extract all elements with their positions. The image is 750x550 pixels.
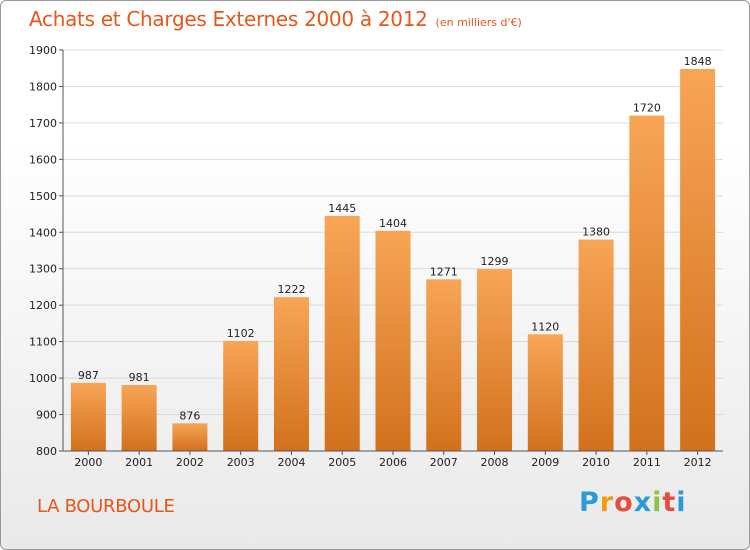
logo-letter: r <box>599 487 615 518</box>
data-label: 981 <box>129 371 150 384</box>
x-tick-label: 2006 <box>379 456 407 469</box>
data-label: 1445 <box>328 202 356 215</box>
bar-2003 <box>223 340 259 451</box>
y-tick-label: 1900 <box>29 44 57 57</box>
data-label: 1299 <box>481 255 509 268</box>
y-tick-label: 1500 <box>29 190 57 203</box>
x-tick-label: 2003 <box>227 456 255 469</box>
chart-title: Achats et Charges Externes 2000 à 2012 (e… <box>29 7 522 31</box>
logo-letter: P <box>579 487 600 518</box>
data-label: 1271 <box>430 265 458 278</box>
x-tick-label: 2001 <box>125 456 153 469</box>
data-label: 1404 <box>379 217 407 230</box>
data-label: 1222 <box>277 283 305 296</box>
y-tick-label: 1400 <box>29 226 57 239</box>
bar-2006 <box>375 230 411 451</box>
bar-2008 <box>477 269 513 451</box>
bar-2009 <box>527 334 563 451</box>
bar-2012 <box>680 68 716 451</box>
bars: 987 981 876 1102 1222 1445 1404 1271 1299 1120 138… <box>70 55 716 452</box>
y-tick-label: 1300 <box>29 263 57 276</box>
data-label: 987 <box>78 369 99 382</box>
y-tick-label: 1200 <box>29 299 57 312</box>
x-tick-label: 2012 <box>684 456 712 469</box>
x-tick-label: 2005 <box>328 456 356 469</box>
x-tick-label: 2011 <box>633 456 661 469</box>
data-label: 876 <box>179 409 200 422</box>
data-label: 1120 <box>531 320 559 333</box>
y-tick-label: 900 <box>36 409 57 422</box>
y-tick-label: 1000 <box>29 372 57 385</box>
bar-2002 <box>172 423 208 451</box>
logo-letter: t <box>662 487 677 518</box>
x-tick-label: 2008 <box>481 456 509 469</box>
bar-2004 <box>273 297 309 451</box>
x-tick-label: 2010 <box>582 456 610 469</box>
bar-2005 <box>324 215 360 451</box>
bar-2007 <box>426 279 462 451</box>
logo-letter: i <box>652 487 663 518</box>
y-tick-label: 1800 <box>29 80 57 93</box>
y-tick-label: 800 <box>36 445 57 458</box>
logo-letter: i <box>676 487 687 518</box>
x-tick-label: 2009 <box>531 456 559 469</box>
data-label: 1720 <box>633 102 661 115</box>
y-tick-label: 1600 <box>29 153 57 166</box>
x-tick-label: 2000 <box>74 456 102 469</box>
bar-2011 <box>629 115 665 452</box>
bar-2000 <box>70 382 106 451</box>
proxiti-logo: Proxiti <box>579 487 699 527</box>
location-label: LA BOURBOULE <box>37 496 175 517</box>
y-tick-label: 1100 <box>29 336 57 349</box>
data-label: 1848 <box>684 55 712 68</box>
x-tick-label: 2002 <box>176 456 204 469</box>
chart-title-text: Achats et Charges Externes 2000 à 2012 <box>29 7 428 31</box>
logo-letter: x <box>633 487 653 518</box>
x-axis: 2000 2001 2002 2003 2004 2005 2006 2007 2008 2009… <box>63 450 723 469</box>
data-label: 1102 <box>227 327 255 340</box>
chart-subtitle: (en milliers d'€) <box>435 16 522 29</box>
x-tick-label: 2007 <box>430 456 458 469</box>
data-label: 1380 <box>582 226 610 239</box>
y-axis: 800 900 1000 1100 1200 1300 1400 1500 1600 1700 18… <box>29 44 64 458</box>
x-tick-label: 2004 <box>277 456 305 469</box>
bar-2001 <box>121 385 157 451</box>
y-tick-label: 1700 <box>29 117 57 130</box>
bar-2010 <box>578 239 614 451</box>
logo-letter: o <box>614 487 634 518</box>
